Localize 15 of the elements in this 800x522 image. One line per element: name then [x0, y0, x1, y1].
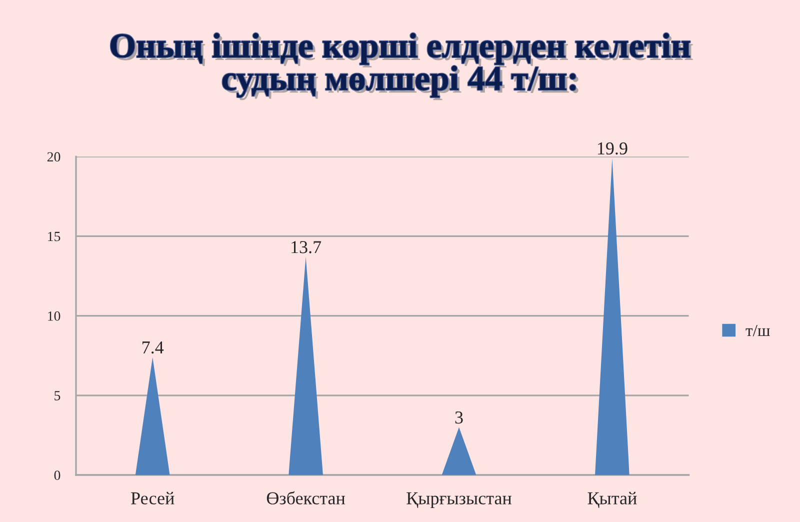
data-label: 19.9 [598, 142, 628, 155]
chart-title: Оның ішінде көрші елдерден келетін судың мөлшері 44 т/ш: [110, 33, 693, 100]
y-tick-label: 15 [48, 232, 60, 242]
x-tick-label: Өзбекстан [266, 491, 345, 504]
data-label: 7.4 [142, 341, 164, 354]
y-tick-label: 20 [47, 152, 60, 162]
legend-label: т/ш [746, 325, 770, 336]
data-label: 3 [455, 411, 463, 424]
y-tick-label: 0 [54, 470, 60, 480]
x-tick-label: Қытай [588, 492, 637, 508]
data-label: 13.7 [292, 241, 322, 254]
x-tick-label: Ресей [131, 492, 174, 504]
x-tick-label: Қырғызыстан [406, 492, 512, 508]
y-tick-label: 10 [48, 311, 60, 321]
y-tick-label: 5 [54, 391, 60, 400]
